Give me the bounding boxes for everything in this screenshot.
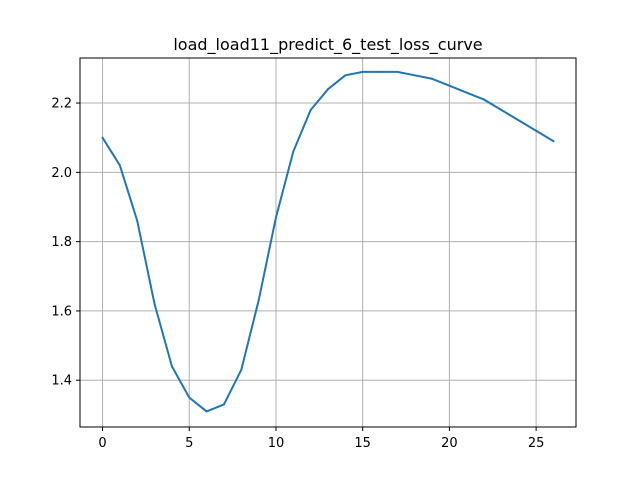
data-point <box>188 396 191 399</box>
y-tick-label: 2.2 <box>51 97 72 112</box>
x-tick-label: 5 <box>185 436 193 451</box>
data-point <box>223 403 225 406</box>
y-tick-label: 2.0 <box>51 166 72 181</box>
data-point <box>483 98 485 101</box>
x-tick-label: 20 <box>441 436 458 451</box>
data-point <box>361 70 364 73</box>
data-point <box>344 74 347 77</box>
y-tick-label: 1.6 <box>51 304 72 319</box>
x-tick-label: 15 <box>354 436 371 451</box>
x-tick-label: 10 <box>268 436 285 451</box>
plot-frame <box>79 57 577 428</box>
data-point <box>517 119 520 122</box>
data-point <box>205 410 208 413</box>
data-point <box>500 109 503 111</box>
y-tick-label: 1.8 <box>51 235 72 250</box>
data-point <box>431 77 433 80</box>
data-point <box>448 84 451 87</box>
chart-title: load_load11_predict_6_test_loss_curve <box>173 35 482 55</box>
data-point <box>292 150 295 153</box>
data-point <box>465 91 468 94</box>
data-point <box>171 365 173 368</box>
data-point <box>153 303 156 305</box>
data-point <box>379 70 381 73</box>
x-tick-label: 0 <box>98 436 106 451</box>
y-tick-label: 1.4 <box>51 374 72 389</box>
axes-ticks: 0 5 10 15 20 25 1.4 1.6 1.8 2.0 2.2 <box>51 97 544 451</box>
data-point <box>136 219 139 222</box>
data-point <box>552 140 555 143</box>
data-point <box>275 216 277 219</box>
data-point <box>535 129 538 132</box>
data-point <box>413 74 416 77</box>
data-point <box>101 136 104 139</box>
series-layer <box>101 70 555 413</box>
data-point <box>327 88 329 91</box>
data-point <box>118 164 121 167</box>
data-point <box>257 299 260 302</box>
data-point <box>309 109 312 111</box>
x-tick-label: 25 <box>528 436 545 451</box>
data-point <box>240 368 243 371</box>
data-point <box>396 70 399 73</box>
grid <box>80 58 576 427</box>
